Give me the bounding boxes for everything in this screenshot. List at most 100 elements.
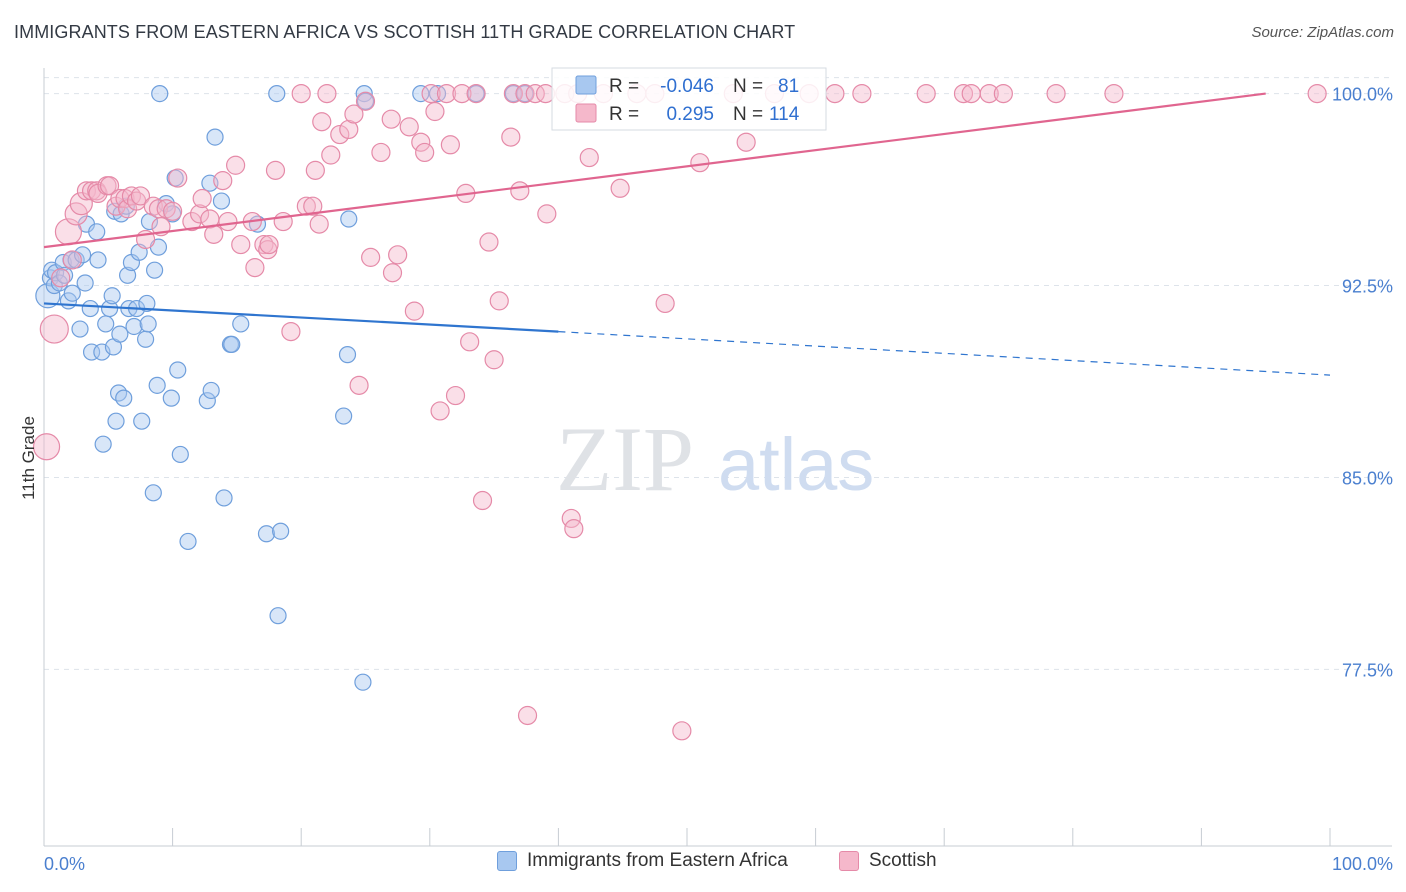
y-tick-label-0: 77.5% xyxy=(1342,660,1393,680)
watermark-atlas: atlas xyxy=(718,423,874,506)
point-pink-12 xyxy=(99,176,120,196)
point-pink-67 xyxy=(425,101,445,122)
point-blue-66 xyxy=(257,525,276,543)
point-pink-81 xyxy=(503,83,523,104)
series-pink-points xyxy=(32,83,1327,741)
point-pink-35 xyxy=(231,234,251,255)
point-pink-112 xyxy=(1104,83,1124,104)
bottom-legend-label-blue: Immigrants from Eastern Africa xyxy=(527,850,788,871)
point-pink-31 xyxy=(204,224,224,244)
point-blue-63 xyxy=(223,335,241,353)
point-pink-105 xyxy=(852,83,872,104)
point-pink-72 xyxy=(452,83,472,104)
point-blue-33 xyxy=(118,266,137,284)
point-pink-74 xyxy=(460,332,480,352)
point-blue-22 xyxy=(97,315,115,333)
point-pink-58 xyxy=(371,142,391,163)
legend-r-label-blue: R = xyxy=(609,76,639,97)
point-blue-18 xyxy=(88,223,106,241)
point-blue-70 xyxy=(335,407,353,425)
x-tick-label-0: 0.0% xyxy=(44,854,85,874)
point-pink-98 xyxy=(672,721,692,741)
point-blue-14 xyxy=(76,274,94,292)
point-pink-87 xyxy=(537,204,557,224)
point-blue-56 xyxy=(198,392,216,410)
legend-swatch-pink xyxy=(575,103,597,123)
point-blue-75 xyxy=(356,92,375,110)
point-pink-38 xyxy=(254,234,274,255)
trend-lines xyxy=(43,92,1331,376)
point-pink-56 xyxy=(355,91,376,111)
point-pink-110 xyxy=(993,83,1013,104)
point-pink-50 xyxy=(317,83,337,104)
bottom-legend-swatch-blue xyxy=(497,851,517,871)
point-pink-92 xyxy=(579,147,599,168)
point-blue-7 xyxy=(55,266,74,284)
point-blue-54 xyxy=(171,445,189,464)
point-blue-71 xyxy=(338,346,357,364)
point-pink-77 xyxy=(479,232,499,252)
point-pink-53 xyxy=(339,119,359,140)
point-pink-2 xyxy=(51,268,71,288)
point-blue-10 xyxy=(63,284,81,302)
point-blue-19 xyxy=(89,251,107,269)
point-blue-52 xyxy=(166,169,184,187)
bottom-legend-item-blue: Immigrants from Eastern Africa xyxy=(497,850,788,872)
point-pink-7 xyxy=(76,181,97,201)
point-pink-70 xyxy=(440,135,460,155)
point-pink-90 xyxy=(564,519,584,539)
bottom-legend-swatch-pink xyxy=(839,851,859,871)
y-tick-label-3: 100.0% xyxy=(1332,85,1393,105)
point-pink-55 xyxy=(349,375,369,395)
point-blue-59 xyxy=(206,128,224,146)
point-pink-34 xyxy=(226,155,246,175)
bottom-legend-label-pink: Scottish xyxy=(869,850,937,871)
legend-r-value-blue: -0.046 xyxy=(660,76,714,97)
point-pink-37 xyxy=(245,258,265,278)
point-blue-0 xyxy=(35,283,61,309)
point-blue-61 xyxy=(215,489,233,507)
point-pink-94 xyxy=(610,178,630,198)
axes xyxy=(43,68,1392,847)
point-pink-43 xyxy=(281,321,301,342)
point-blue-42 xyxy=(139,315,157,333)
legend-n-label-blue: N = xyxy=(733,76,763,97)
point-pink-97 xyxy=(655,293,675,314)
point-blue-16 xyxy=(81,299,99,318)
point-pink-79 xyxy=(489,291,509,311)
point-pink-109 xyxy=(979,83,999,104)
point-blue-40 xyxy=(136,330,155,348)
y-tick-label-2: 92.5% xyxy=(1342,277,1393,297)
point-blue-44 xyxy=(144,484,162,502)
point-pink-25 xyxy=(163,201,183,221)
point-pink-106 xyxy=(916,83,936,104)
point-blue-39 xyxy=(133,412,151,430)
gridlines xyxy=(44,77,1392,670)
point-pink-80 xyxy=(501,127,521,147)
point-pink-46 xyxy=(303,196,323,216)
point-blue-31 xyxy=(115,389,133,407)
legend-n-value-blue: 81 xyxy=(778,76,799,97)
legend-n-value-pink: 114 xyxy=(769,104,800,125)
point-pink-69 xyxy=(436,83,457,104)
point-pink-48 xyxy=(309,214,329,234)
point-pink-85 xyxy=(525,83,545,104)
point-pink-41 xyxy=(265,160,286,180)
point-pink-71 xyxy=(445,385,466,406)
point-blue-48 xyxy=(151,84,169,103)
trend-line-pink xyxy=(43,92,1266,249)
source-label: Source: ZipAtlas.com xyxy=(1251,24,1394,41)
point-pink-82 xyxy=(510,181,530,201)
legend-swatch-blue xyxy=(575,75,597,95)
point-pink-14 xyxy=(110,188,130,209)
point-blue-64 xyxy=(232,315,250,333)
bottom-legend-item-pink: Scottish xyxy=(839,850,937,872)
point-pink-26 xyxy=(168,168,188,188)
point-blue-43 xyxy=(140,212,159,231)
point-pink-54 xyxy=(344,104,364,124)
legend-box: R = -0.046 N = 81 R = 0.295 N = 114 xyxy=(551,67,827,131)
point-blue-55 xyxy=(179,532,197,551)
point-pink-33 xyxy=(218,211,238,232)
point-pink-0 xyxy=(32,433,61,461)
